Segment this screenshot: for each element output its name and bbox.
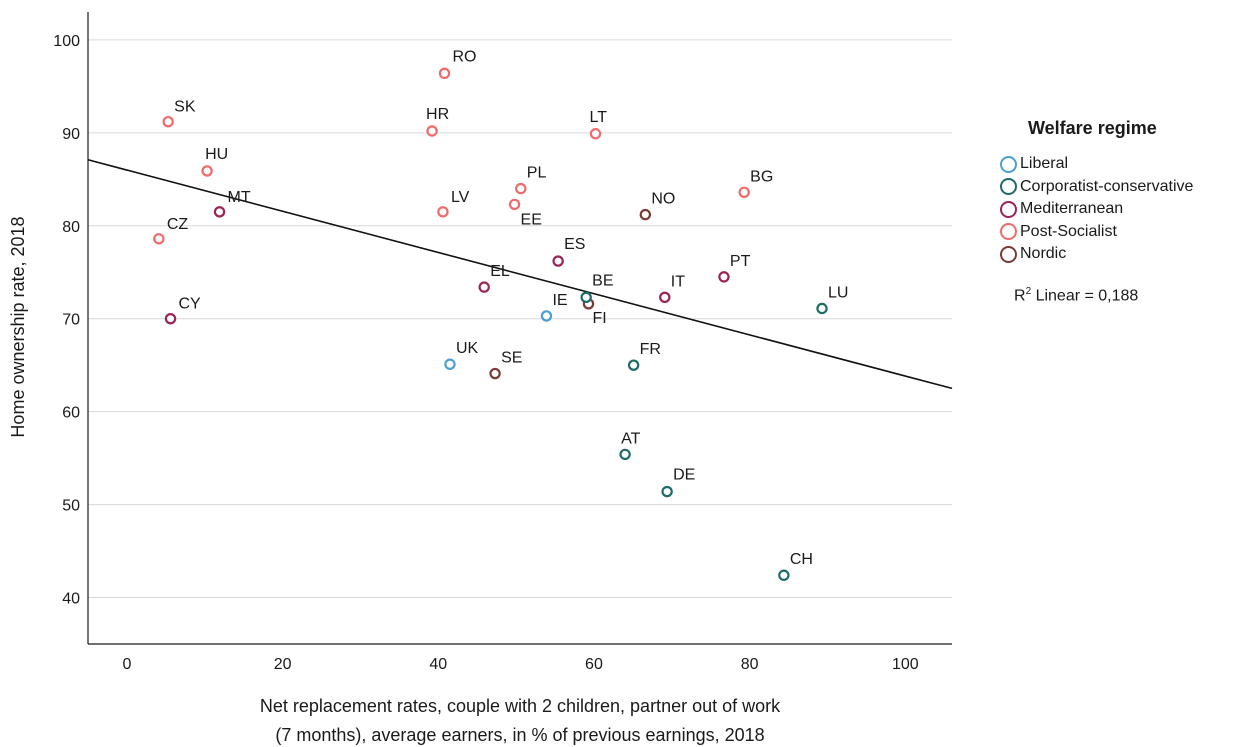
- point-de: [661, 485, 673, 498]
- y-tick-label: 100: [53, 33, 80, 50]
- point-label-ee: EE: [521, 211, 542, 228]
- point-label-es: ES: [564, 236, 585, 253]
- y-tick-label: 50: [62, 498, 80, 515]
- x-tick-label: 0: [122, 656, 131, 673]
- point-label-uk: UK: [456, 340, 479, 357]
- point-label-fr: FR: [640, 341, 661, 358]
- r-squared-prefix: R: [1014, 286, 1026, 304]
- point-ch: [778, 569, 790, 581]
- point-se: [489, 367, 501, 380]
- point-pl: [515, 182, 527, 195]
- point-label-no: NO: [651, 191, 675, 208]
- point-ie: [540, 310, 553, 322]
- y-tick-label: 40: [62, 591, 80, 608]
- legend: Welfare regime Liberal Corporatist-conser…: [1000, 118, 1193, 305]
- point-label-pl: PL: [527, 165, 547, 182]
- point-bg: [738, 186, 750, 199]
- legend-item: Mediterranean: [1000, 198, 1193, 221]
- point-label-lu: LU: [828, 284, 848, 301]
- y-axis-title: Home ownership rate, 2018: [8, 216, 28, 437]
- point-label-bg: BG: [750, 168, 773, 185]
- point-label-at: AT: [621, 430, 640, 447]
- point-hr: [426, 125, 438, 137]
- x-axis-title-line-2: (7 months), average earners, in % of pre…: [275, 725, 764, 745]
- point-sk: [162, 115, 174, 128]
- legend-item: Liberal: [1000, 153, 1193, 176]
- y-tick-label: 80: [62, 219, 80, 236]
- point-cz: [153, 233, 165, 245]
- y-tick-label: 60: [62, 405, 80, 422]
- legend-item: Nordic: [1000, 243, 1193, 266]
- legend-label: Nordic: [1020, 245, 1067, 263]
- legend-item: Post-Socialist: [1000, 221, 1193, 244]
- point-mt: [213, 206, 226, 218]
- point-labels: RO SK HR LT HU PL BG EE LV CZ MT ES EL PT IT CY NO FI SE BE…: [167, 48, 849, 568]
- point-lu: [816, 302, 828, 315]
- regression-line: [87, 159, 953, 390]
- point-pt: [718, 271, 730, 283]
- y-tick-label: 70: [62, 312, 80, 329]
- legend-label: Mediterranean: [1020, 200, 1124, 218]
- point-label-fi: FI: [592, 310, 606, 327]
- point-at: [619, 448, 631, 461]
- point-lt: [589, 128, 602, 140]
- point-label-hr: HR: [426, 106, 449, 123]
- r-squared-label: R2 Linear = 0,188: [1014, 286, 1193, 305]
- legend-item: Corporatist-conservative: [1000, 176, 1193, 199]
- point-label-lt: LT: [590, 109, 608, 126]
- point-label-mt: MT: [228, 189, 251, 206]
- point-label-sk: SK: [174, 99, 196, 116]
- point-lv: [437, 206, 449, 218]
- point-label-el: EL: [490, 263, 510, 280]
- axes: 40 50 60 70 80 90 100 0 20 40 60 80 100: [53, 12, 952, 673]
- legend-label: Post-Socialist: [1020, 222, 1117, 240]
- point-label-ie: IE: [552, 292, 567, 309]
- point-ro: [438, 67, 451, 80]
- point-no: [639, 208, 652, 221]
- point-label-cz: CZ: [167, 216, 189, 233]
- point-cy: [164, 313, 177, 325]
- x-tick-label: 80: [741, 656, 759, 673]
- legend-label: Liberal: [1020, 155, 1069, 173]
- y-tick-label: 90: [62, 126, 80, 143]
- point-es: [552, 255, 564, 267]
- legend-items: Liberal Corporatist-conservative Mediterra…: [1000, 153, 1193, 266]
- x-tick-label: 60: [585, 656, 603, 673]
- point-ee: [508, 198, 521, 211]
- point-label-de: DE: [673, 467, 695, 484]
- data-points: [153, 67, 828, 581]
- point-label-pt: PT: [730, 253, 751, 270]
- legend-swatch: [1000, 223, 1017, 241]
- point-label-ro: RO: [452, 48, 476, 65]
- point-uk: [444, 358, 456, 370]
- gridlines: [88, 39, 952, 599]
- legend-swatch: [1000, 200, 1017, 218]
- legend-label: Corporatist-conservative: [1020, 177, 1194, 195]
- r-squared-superscript: 2: [1025, 285, 1032, 297]
- x-axis-title-line-1: Net replacement rates, couple with 2 chi…: [260, 696, 781, 716]
- point-label-cy: CY: [179, 296, 202, 313]
- legend-swatch: [1000, 178, 1017, 196]
- x-tick-label: 20: [274, 656, 292, 673]
- point-label-ch: CH: [790, 551, 813, 568]
- x-tick-label: 100: [892, 656, 919, 673]
- fit-line: [87, 159, 953, 390]
- point-be: [580, 291, 592, 304]
- point-label-be: BE: [592, 272, 613, 289]
- legend-swatch: [1000, 155, 1017, 173]
- point-it: [659, 291, 671, 304]
- x-tick-label: 40: [429, 656, 447, 673]
- point-el: [478, 281, 490, 293]
- point-label-it: IT: [671, 273, 685, 290]
- point-label-lv: LV: [451, 189, 470, 206]
- r-squared-value: Linear = 0,188: [1031, 286, 1139, 304]
- point-label-se: SE: [501, 350, 522, 367]
- point-label-hu: HU: [205, 146, 228, 163]
- point-fr: [627, 359, 640, 371]
- legend-swatch: [1000, 245, 1017, 263]
- legend-title: Welfare regime: [1028, 118, 1157, 138]
- point-hu: [201, 165, 213, 177]
